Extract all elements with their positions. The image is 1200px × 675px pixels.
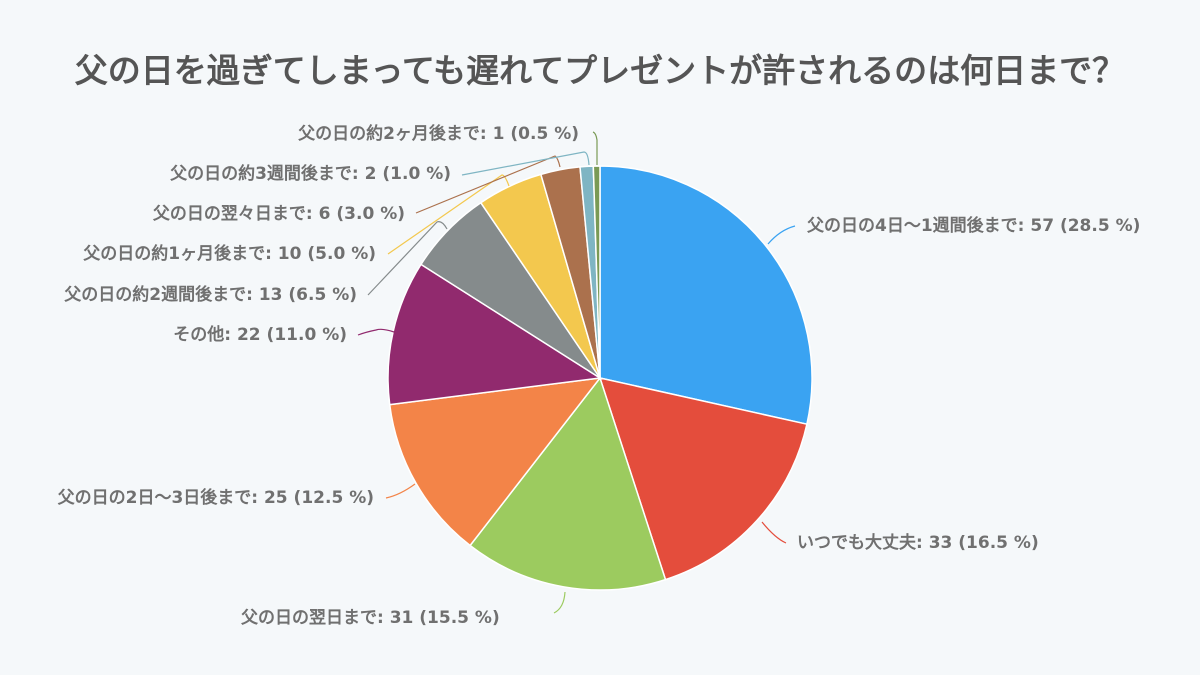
slice-2-3days[interactable] [388, 377, 601, 547]
label-4days-1week: 父の日の4日〜1週間後まで: 57 (28.5 %) [807, 216, 1141, 236]
slice-4days-1week[interactable] [599, 165, 813, 425]
leader-line-day-after-next [415, 155, 561, 214]
label-1month: 父の日の約1ヶ月後まで: 10 (5.0 %) [83, 244, 376, 264]
leader-line-3weeks [461, 151, 590, 176]
leader-line-other [357, 328, 395, 336]
slice-next-day[interactable] [469, 377, 667, 591]
label-day-after-next: 父の日の翌々日まで: 6 (3.0 %) [152, 204, 405, 224]
slice-anytime[interactable] [599, 377, 808, 581]
label-2months: 父の日の約2ヶ月後まで: 1 (0.5 %) [298, 124, 579, 144]
label-next-day: 父の日の翌日まで: 31 (15.5 %) [241, 608, 500, 628]
leader-line-anytime [761, 521, 787, 544]
leader-line-2months [592, 131, 598, 165]
label-2-3days: 父の日の2日〜3日後まで: 25 (12.5 %) [57, 488, 374, 508]
label-3weeks: 父の日の約3週間後まで: 2 (1.0 %) [170, 164, 451, 184]
label-2weeks: 父の日の約2週間後まで: 13 (6.5 %) [64, 285, 357, 305]
leader-line-2weeks [367, 221, 448, 296]
label-other: その他: 22 (11.0 %) [173, 325, 347, 345]
leader-line-2-3days [385, 483, 416, 499]
chart-title: 父の日を過ぎてしまっても遅れてプレゼントが許されるのは何日まで？ [74, 51, 1126, 90]
slice-2months[interactable] [592, 165, 601, 379]
label-anytime: いつでも大丈夫: 33 (16.5 %) [797, 533, 1039, 553]
leader-line-4days-1week [767, 225, 796, 245]
leader-line-next-day [553, 591, 566, 614]
